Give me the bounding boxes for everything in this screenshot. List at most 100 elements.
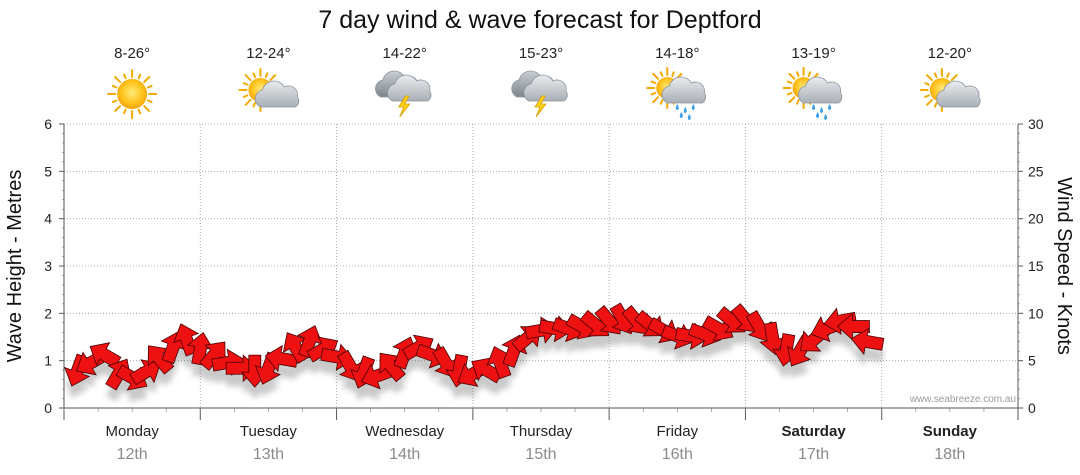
sun-ray — [146, 99, 153, 104]
sun-ray — [652, 72, 660, 80]
partly-cloudy-icon — [919, 68, 981, 112]
rain-drop — [679, 112, 683, 118]
right-axis-title: Wind Speed - Knots — [1053, 177, 1075, 355]
sun-ray — [788, 96, 796, 104]
right-axis: 0 5 10 15 20 25 30 — [1017, 116, 1044, 416]
right-tick-label: 25 — [1028, 163, 1044, 179]
rain-drop — [683, 107, 687, 113]
left-tick-label: 1 — [44, 353, 52, 369]
temp-range-label: 14-22° — [383, 45, 427, 62]
credit-annotation: www.seabreeze.com.au — [909, 394, 1016, 405]
weather-icons: 8-26° 12-24° 14-22° 15-23° 14-18° 13-19° 12-20… — [107, 45, 981, 120]
sunny-icon — [107, 69, 158, 119]
right-tick-label: 10 — [1028, 305, 1044, 321]
left-tick-label: 6 — [44, 116, 52, 132]
right-tick-label: 5 — [1028, 353, 1036, 369]
right-tick-label: 0 — [1028, 400, 1036, 416]
sun-ray — [264, 72, 269, 79]
sun-ray — [114, 76, 122, 83]
sun-ray — [123, 73, 127, 80]
left-tick-label: 5 — [44, 163, 52, 179]
lightning-bolt — [397, 95, 411, 118]
cloud-shape — [936, 80, 981, 108]
cloud-shape — [797, 76, 843, 104]
sun-ray — [652, 96, 660, 104]
day-label: Thursday — [510, 423, 573, 440]
sun-ray — [946, 72, 950, 79]
wind-arrow — [173, 323, 200, 357]
sun-disc — [117, 79, 148, 109]
sun-ray — [146, 84, 153, 89]
right-tick-label: 20 — [1028, 211, 1044, 227]
sun-ray — [111, 84, 118, 89]
wind-arrow — [745, 310, 772, 342]
wind-arrow — [823, 307, 858, 335]
sun-ray — [926, 98, 933, 106]
left-tick-label: 0 — [44, 400, 52, 416]
sun-ray — [111, 99, 118, 104]
cloud-shape — [523, 74, 568, 102]
sun-ray — [114, 105, 122, 112]
day-label: Saturday — [781, 423, 846, 440]
day-label: Wednesday — [365, 423, 444, 440]
sun-ray — [269, 74, 277, 82]
sun-ray — [924, 82, 930, 86]
rain-drop — [812, 104, 816, 110]
sun-ray — [924, 94, 930, 98]
date-label: 12th — [117, 446, 148, 463]
rain-drop — [675, 104, 679, 110]
day-label: Monday — [105, 423, 159, 440]
thunderstorm-icon — [511, 70, 568, 118]
sun-ray — [137, 108, 142, 115]
left-tick-label: 3 — [44, 258, 52, 274]
rain-drop — [691, 104, 695, 110]
sun-ray — [933, 72, 938, 79]
sun-ray — [143, 76, 151, 83]
temp-range-label: 8-26° — [114, 45, 150, 62]
rain-drop — [828, 104, 832, 110]
sun-showers-icon — [782, 67, 843, 120]
left-axis-title: Wave Height - Metres — [4, 170, 26, 363]
sun-ray — [650, 80, 657, 85]
rain-drop — [687, 114, 691, 120]
right-tick-label: 30 — [1028, 116, 1044, 132]
sun-ray — [659, 71, 664, 77]
day-label: Tuesday — [240, 423, 297, 440]
date-label: 16th — [662, 446, 693, 463]
sun-ray — [950, 74, 958, 82]
sun-ray — [242, 82, 249, 86]
date-label: 15th — [525, 446, 556, 463]
rain-drop — [820, 107, 824, 113]
sun-ray — [252, 72, 257, 79]
temp-range-label: 14-18° — [655, 45, 699, 62]
x-axis: Monday 12th Tuesday 13th Wednesday 14th Thursd… — [63, 407, 1019, 463]
sun-ray — [786, 80, 793, 85]
partly-cloudy-icon — [238, 68, 300, 112]
chart-title: 7 day wind & wave forecast for Deptford — [318, 6, 761, 34]
rain-drop — [816, 112, 820, 118]
date-label: 13th — [253, 446, 284, 463]
left-tick-label: 4 — [44, 211, 52, 227]
sun-ray — [796, 71, 800, 77]
cloud-shape — [254, 80, 300, 108]
sun-ray — [796, 99, 800, 105]
wind-arrows — [64, 302, 885, 402]
sun-ray — [933, 101, 938, 108]
sun-ray — [671, 71, 675, 77]
sun-showers-icon — [646, 67, 706, 120]
sun-ray — [650, 91, 657, 96]
left-tick-label: 2 — [44, 305, 52, 321]
sun-ray — [123, 108, 127, 115]
sun-ray — [244, 98, 252, 106]
date-label: 18th — [934, 446, 965, 463]
sun-ray — [807, 71, 812, 77]
sun-ray — [786, 91, 793, 96]
left-axis: 0 1 2 3 4 5 6 — [44, 116, 65, 416]
sun-ray — [244, 74, 252, 82]
date-label: 14th — [389, 446, 420, 463]
date-label: 17th — [798, 446, 829, 463]
rain-drop — [824, 114, 828, 120]
lightning-bolt — [534, 95, 547, 118]
